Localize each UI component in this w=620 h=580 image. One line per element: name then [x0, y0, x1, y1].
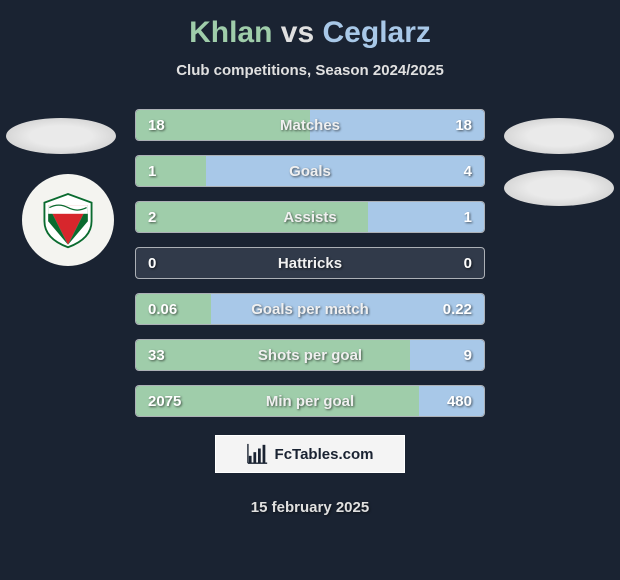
placeholder-ellipse-icon [504, 118, 614, 154]
stat-label: Assists [136, 202, 484, 232]
comparison-card: Khlan vs Ceglarz Club competitions, Seas… [0, 0, 620, 580]
stat-label: Shots per goal [136, 340, 484, 370]
player-left-name: Khlan [189, 16, 272, 49]
vs-separator: vs [281, 16, 314, 49]
stat-row: 2075480Min per goal [135, 385, 485, 417]
stat-row: 1818Matches [135, 109, 485, 141]
stat-row: 21Assists [135, 201, 485, 233]
stat-label: Hattricks [136, 248, 484, 278]
stat-label: Goals [136, 156, 484, 186]
subtitle: Club competitions, Season 2024/2025 [0, 62, 620, 79]
stat-label: Matches [136, 110, 484, 140]
stat-label: Min per goal [136, 386, 484, 416]
stat-row: 0.060.22Goals per match [135, 293, 485, 325]
player-right-name: Ceglarz [323, 16, 431, 49]
stats-rows: 1818Matches 14Goals 21Assists 00Hattricks 0.… [135, 109, 485, 417]
stat-label: Goals per match [136, 294, 484, 324]
date-label: 15 february 2025 [0, 499, 620, 516]
bar-chart-icon [247, 443, 269, 465]
stat-row: 00Hattricks [135, 247, 485, 279]
brand-badge[interactable]: FcTables.com [215, 435, 405, 473]
stat-row: 14Goals [135, 155, 485, 187]
placeholder-ellipse-icon [6, 118, 116, 154]
stat-row: 339Shots per goal [135, 339, 485, 371]
brand-text: FcTables.com [275, 446, 374, 463]
placeholder-ellipse-icon [504, 170, 614, 206]
club-crest-icon [22, 174, 114, 266]
page-title: Khlan vs Ceglarz [0, 16, 620, 50]
